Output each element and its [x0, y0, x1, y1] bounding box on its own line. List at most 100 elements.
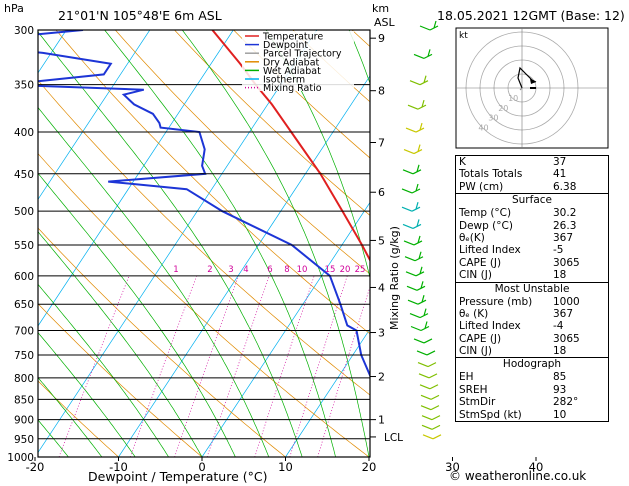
dry-adiabat-line — [38, 227, 286, 457]
wind-barb — [409, 308, 429, 319]
height-unit: km — [372, 2, 390, 15]
dewpoint-line — [38, 30, 370, 378]
mixing-ratio-axis-label: Mixing Ratio (g/kg) — [388, 226, 401, 330]
isotherm-line — [201, 201, 370, 457]
height-tick-label: 6 — [378, 186, 385, 199]
x-tick-label: 0 — [198, 460, 205, 474]
mixing-ratio-line — [317, 285, 370, 457]
wind-barb — [407, 99, 427, 110]
wind-barb — [422, 434, 442, 440]
dry-adiabat-line — [38, 380, 119, 457]
location-title: 21°01'N 105°48'E 6m ASL — [58, 8, 222, 23]
legend-entry: Temperature — [262, 32, 323, 43]
hodograph-arrow — [530, 79, 536, 84]
wind-barb — [410, 321, 430, 332]
index-row: K 37 — [459, 156, 567, 168]
x-tick-label: -10 — [109, 460, 128, 474]
pressure-tick-label: 900 — [14, 415, 34, 427]
wind-barb — [403, 235, 423, 246]
x-tick-label: 20 — [362, 460, 377, 474]
hodograph-ring-label: 40 — [478, 124, 488, 133]
isotherm-line — [118, 75, 370, 457]
mixing-ratio-label: 2 — [207, 265, 212, 275]
height-tick-label: 9 — [378, 32, 385, 45]
hodograph-ring-label: 10 — [508, 94, 518, 103]
height-tick-label: 4 — [378, 281, 385, 294]
mixing-ratio-label: 25 — [355, 265, 366, 275]
wind-barb — [421, 424, 441, 430]
chart-frame — [37, 29, 371, 458]
mixing-ratio-line — [58, 275, 130, 457]
pressure-tick-label: 950 — [14, 434, 34, 446]
pressure-unit: hPa — [4, 2, 24, 15]
pressure-tick-label: 850 — [14, 394, 34, 406]
mixing-ratio-line — [254, 275, 315, 457]
mixing-ratio-line — [206, 275, 270, 457]
isotherm-line — [620, 30, 629, 457]
pressure-tick-label: 650 — [14, 299, 34, 311]
wet-adiabat-line — [38, 419, 69, 457]
wind-barb — [413, 338, 433, 344]
mixing-ratio-label: 20 — [340, 265, 351, 275]
wind-barb — [416, 350, 436, 356]
index-row: PW (cm) 6.38 — [459, 180, 577, 193]
height-tick-label: 1 — [378, 414, 385, 427]
wet-adiabat-line — [265, 30, 370, 280]
isotherm-line — [285, 328, 370, 457]
legend-entry: Dry Adiabat — [263, 57, 320, 68]
wind-barb — [406, 281, 426, 291]
x-tick-label: 10 — [278, 460, 293, 474]
wind-barb — [401, 183, 421, 194]
pressure-tick-label: 750 — [14, 350, 34, 362]
wet-adiabat-line — [38, 332, 136, 457]
pressure-tick-label: 600 — [14, 271, 34, 283]
dry-adiabat-line — [174, 30, 370, 216]
legend-entry: Parcel Trajectory — [263, 49, 342, 60]
surface-section: Surface Temp (°C) 30.2 Dewp (°C) 26.3 θₑ(K… — [456, 193, 608, 281]
wind-barb — [420, 405, 440, 411]
legend-entry: Wet Adiabat — [263, 66, 321, 77]
wind-barb — [403, 144, 423, 155]
x-axis-label: Dewpoint / Temperature (°C) — [88, 469, 268, 484]
pressure-tick-label: 400 — [14, 127, 34, 139]
hodograph-ring-label: 20 — [498, 104, 508, 113]
mixing-ratio-label: 3 — [228, 265, 233, 275]
wet-adiabat-line — [38, 376, 103, 457]
height-tick-label: 3 — [378, 327, 385, 340]
pressure-tick-label: 500 — [14, 206, 34, 218]
legend-box — [242, 31, 354, 91]
height-tick-label: 7 — [378, 137, 385, 150]
wind-barb — [401, 202, 421, 212]
hodograph-storm — [519, 87, 523, 91]
wind-barb — [402, 164, 422, 175]
wind-barb — [418, 373, 438, 379]
mixing-ratio-line — [174, 275, 239, 457]
copyright: © weatheronline.co.uk — [449, 469, 587, 483]
wind-barb — [417, 362, 437, 368]
legend-entry: Mixing Ratio — [263, 83, 322, 94]
wind-barb — [402, 219, 422, 230]
mixing-ratio-label: 15 — [325, 265, 336, 275]
wind-barb — [405, 122, 425, 133]
hodograph-unit: kt — [459, 31, 468, 41]
pressure-tick-label: 1000 — [7, 452, 34, 464]
indices-panel: K 37 Totals Totals 41 PW (cm) 6.38 Surface … — [455, 155, 609, 423]
x-tick-label: 40 — [529, 460, 544, 474]
section-title: Most Unstable — [494, 282, 570, 295]
mixing-ratio-label: 10 — [297, 265, 308, 275]
height-tick-label: 8 — [378, 85, 385, 98]
temperature-line — [211, 30, 370, 263]
mixing-ratio-line — [129, 275, 198, 457]
wind-barb — [405, 266, 425, 277]
wind-barb — [419, 384, 439, 390]
lcl-label: LCL — [384, 432, 403, 444]
mixing-ratio-label: 4 — [243, 265, 248, 275]
x-tick-label: -20 — [26, 460, 45, 474]
parcel-trajectory-line — [375, 104, 455, 457]
pressure-tick-label: 550 — [14, 240, 34, 252]
wind-barb — [421, 415, 441, 421]
pressure-tick-label: 300 — [14, 25, 34, 37]
x-tick-label: 30 — [445, 460, 460, 474]
